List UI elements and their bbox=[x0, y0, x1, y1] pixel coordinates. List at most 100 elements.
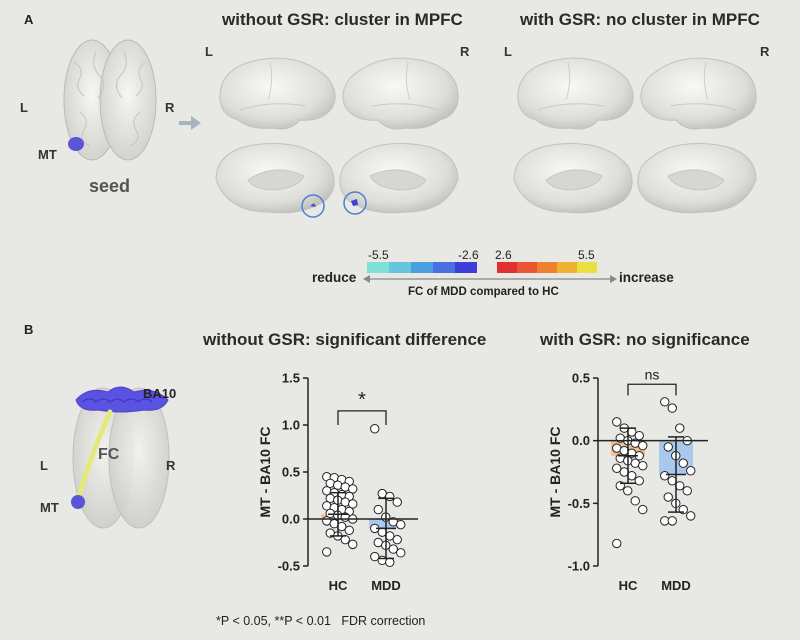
data-point bbox=[634, 430, 644, 441]
data-point bbox=[678, 458, 688, 468]
seed-brain-illustration bbox=[63, 39, 157, 161]
x-tick-label: HC bbox=[619, 578, 638, 593]
data-point bbox=[638, 504, 648, 515]
data-point bbox=[638, 461, 648, 471]
data-point bbox=[348, 484, 358, 494]
data-point bbox=[660, 471, 670, 481]
data-point bbox=[627, 471, 637, 481]
fc-brain-left-label: L bbox=[40, 458, 48, 473]
fc-label: FC bbox=[98, 446, 120, 463]
data-point bbox=[634, 476, 644, 486]
y-axis-label: MT - BA10 FC bbox=[547, 427, 563, 518]
colorbar-neg-max: -2.6 bbox=[458, 248, 479, 262]
data-point bbox=[385, 557, 395, 567]
colorbar-swatch bbox=[455, 262, 477, 273]
data-point bbox=[612, 463, 622, 473]
data-point bbox=[667, 403, 677, 413]
panel-b-title-right: with GSR: no significance bbox=[540, 330, 750, 349]
y-tick-label: 1.5 bbox=[282, 371, 300, 386]
cluster-circle-left bbox=[301, 194, 325, 218]
arrow-right-icon bbox=[179, 116, 201, 130]
colorbar-neg-min: -5.5 bbox=[368, 248, 389, 262]
mt-node-marker bbox=[71, 495, 85, 509]
colorbar-negative bbox=[367, 262, 477, 273]
colorbar-swatch bbox=[411, 262, 433, 273]
colorbar-swatch bbox=[497, 262, 517, 273]
colorbar-positive bbox=[497, 262, 597, 273]
data-point bbox=[396, 548, 406, 558]
data-point bbox=[682, 486, 692, 496]
data-point bbox=[630, 496, 640, 506]
colorbar-swatch bbox=[367, 262, 389, 273]
data-point bbox=[348, 499, 358, 509]
panel-b-title-left: without GSR: significant difference bbox=[203, 330, 487, 349]
data-point bbox=[675, 481, 685, 491]
data-point bbox=[675, 423, 685, 433]
data-point bbox=[344, 525, 354, 535]
seed-left-label: L bbox=[20, 100, 28, 115]
seed-right-label: R bbox=[165, 100, 175, 115]
y-tick-label: 1.0 bbox=[282, 418, 300, 433]
y-tick-label: -0.5 bbox=[278, 559, 300, 574]
y-tick-label: 0.5 bbox=[572, 371, 590, 386]
data-point bbox=[373, 504, 383, 515]
colorbar-swatch bbox=[537, 262, 557, 273]
colorbar-swatch bbox=[517, 262, 537, 273]
data-point bbox=[612, 417, 622, 427]
double-arrow-icon bbox=[363, 275, 617, 283]
y-tick-label: 0.5 bbox=[282, 465, 300, 480]
x-tick-label: HC bbox=[329, 578, 348, 593]
data-point bbox=[686, 511, 696, 521]
colorbar-pos-max: 5.5 bbox=[578, 248, 595, 262]
colorbar-swatch bbox=[577, 262, 597, 273]
data-point bbox=[322, 547, 332, 557]
data-point bbox=[623, 486, 633, 496]
colorbar-swatch bbox=[389, 262, 411, 273]
panel-b-letter: B bbox=[24, 322, 34, 337]
significance-label: * bbox=[358, 389, 366, 411]
mt-label: MT bbox=[38, 147, 57, 162]
y-tick-label: 0.0 bbox=[282, 512, 300, 527]
significance-footnote: *P < 0.05, **P < 0.01 FDR correction bbox=[216, 614, 426, 628]
colorbar-caption: FC of MDD compared to HC bbox=[408, 286, 559, 298]
significance-label: ns bbox=[645, 366, 660, 382]
panel-a-letter: A bbox=[24, 12, 34, 27]
x-tick-label: MDD bbox=[661, 578, 691, 593]
data-point bbox=[388, 544, 398, 554]
cluster-circle-right bbox=[343, 191, 367, 215]
brain-surfaces bbox=[215, 57, 757, 218]
brain-right-label-2: R bbox=[760, 44, 770, 59]
data-point bbox=[663, 492, 673, 502]
data-point bbox=[385, 491, 395, 502]
y-tick-label: -0.5 bbox=[568, 496, 590, 511]
data-point bbox=[370, 424, 380, 434]
mt-seed-marker bbox=[68, 137, 84, 151]
fc-brain-right-label: R bbox=[166, 458, 176, 473]
colorbar-swatch bbox=[557, 262, 577, 273]
brain-left-label-2: L bbox=[504, 44, 512, 59]
data-point bbox=[370, 551, 380, 562]
brain-right-label-1: R bbox=[460, 44, 470, 59]
data-point bbox=[667, 476, 677, 486]
x-tick-label: MDD bbox=[371, 578, 401, 593]
ba10-label: BA10 bbox=[143, 386, 177, 401]
chart-without-gsr: 1.5 1.0 0.5 0.0 -0.5 MT - BA10 FC HC MDD * bbox=[257, 371, 418, 593]
fc-brain-illustration bbox=[71, 386, 170, 529]
data-point bbox=[348, 539, 358, 550]
panel-a-title-right: with GSR: no cluster in MPFC bbox=[520, 10, 760, 29]
significance-bracket bbox=[337, 410, 387, 425]
data-point bbox=[638, 440, 648, 451]
data-point bbox=[340, 534, 350, 545]
significance-bracket bbox=[627, 383, 677, 396]
data-point bbox=[392, 497, 402, 507]
brain-left-label-1: L bbox=[205, 44, 213, 59]
reduce-label: reduce bbox=[312, 270, 357, 285]
seed-label: seed bbox=[89, 176, 131, 196]
data-point bbox=[612, 538, 622, 549]
y-tick-label: -1.0 bbox=[568, 559, 590, 574]
chart-with-gsr: 0.5 0.0 -0.5 -1.0 MT - BA10 FC HC MDD ns bbox=[547, 366, 708, 593]
y-tick-label: 0.0 bbox=[572, 433, 590, 448]
data-point bbox=[663, 442, 673, 452]
y-axis-label: MT - BA10 FC bbox=[257, 427, 273, 518]
colorbar-swatch bbox=[433, 262, 455, 273]
